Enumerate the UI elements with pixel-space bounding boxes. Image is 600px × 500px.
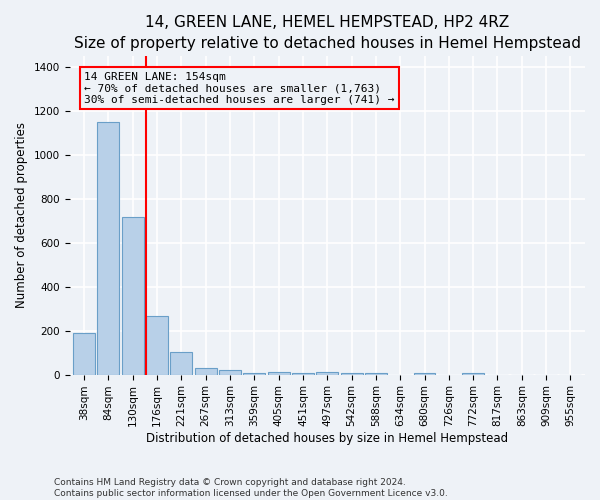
X-axis label: Distribution of detached houses by size in Hemel Hempstead: Distribution of detached houses by size …	[146, 432, 508, 445]
Bar	[97, 122, 119, 374]
Title: 14, GREEN LANE, HEMEL HEMPSTEAD, HP2 4RZ
Size of property relative to detached h: 14, GREEN LANE, HEMEL HEMPSTEAD, HP2 4RZ…	[74, 15, 581, 51]
Bar	[268, 372, 290, 374]
Y-axis label: Number of detached properties: Number of detached properties	[15, 122, 28, 308]
Bar	[219, 370, 241, 374]
Bar	[462, 373, 484, 374]
Bar	[244, 373, 265, 374]
Bar	[170, 352, 193, 374]
Bar	[195, 368, 217, 374]
Bar	[122, 216, 143, 374]
Bar	[316, 372, 338, 374]
Bar	[146, 316, 168, 374]
Bar	[292, 373, 314, 374]
Text: Contains HM Land Registry data © Crown copyright and database right 2024.
Contai: Contains HM Land Registry data © Crown c…	[54, 478, 448, 498]
Text: 14 GREEN LANE: 154sqm
← 70% of detached houses are smaller (1,763)
30% of semi-d: 14 GREEN LANE: 154sqm ← 70% of detached …	[84, 72, 395, 105]
Bar	[73, 333, 95, 374]
Bar	[365, 373, 387, 374]
